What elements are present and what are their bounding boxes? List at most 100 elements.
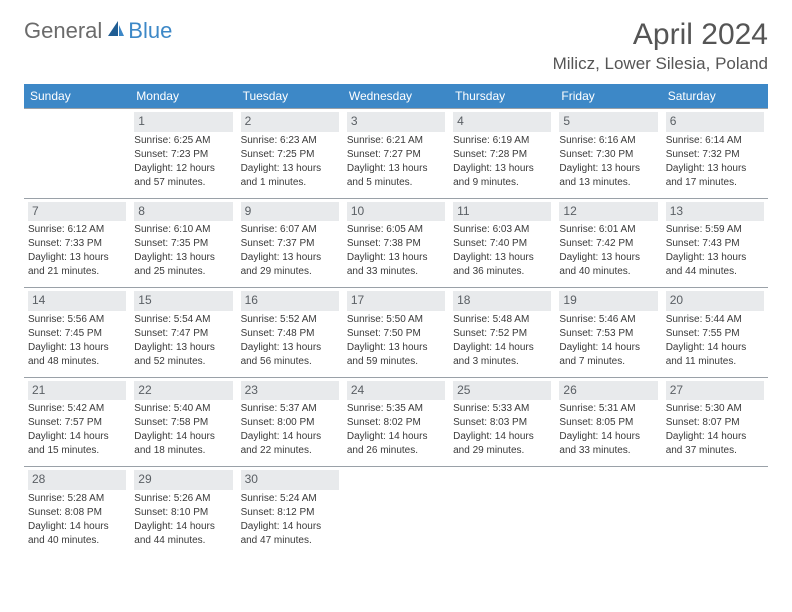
sunset-text: Sunset: 7:58 PM bbox=[134, 416, 232, 429]
sunset-text: Sunset: 7:32 PM bbox=[666, 148, 764, 161]
daylight-text: Daylight: 14 hours bbox=[241, 520, 339, 533]
calendar-cell: 26Sunrise: 5:31 AMSunset: 8:05 PMDayligh… bbox=[555, 377, 661, 467]
calendar-cell: 18Sunrise: 5:48 AMSunset: 7:52 PMDayligh… bbox=[449, 287, 555, 377]
calendar-cell: 30Sunrise: 5:24 AMSunset: 8:12 PMDayligh… bbox=[237, 466, 343, 556]
sunset-text: Sunset: 7:25 PM bbox=[241, 148, 339, 161]
sunset-text: Sunset: 8:07 PM bbox=[666, 416, 764, 429]
calendar-body: 1Sunrise: 6:25 AMSunset: 7:23 PMDaylight… bbox=[24, 108, 768, 556]
sunset-text: Sunset: 8:08 PM bbox=[28, 506, 126, 519]
day-number: 28 bbox=[28, 470, 126, 490]
daylight-text: Daylight: 13 hours bbox=[134, 251, 232, 264]
calendar-cell: 25Sunrise: 5:33 AMSunset: 8:03 PMDayligh… bbox=[449, 377, 555, 467]
day-number: 1 bbox=[134, 112, 232, 132]
calendar-cell: 2Sunrise: 6:23 AMSunset: 7:25 PMDaylight… bbox=[237, 108, 343, 198]
sunset-text: Sunset: 7:45 PM bbox=[28, 327, 126, 340]
daylight-text: Daylight: 14 hours bbox=[559, 430, 657, 443]
calendar-week-row: 7Sunrise: 6:12 AMSunset: 7:33 PMDaylight… bbox=[24, 198, 768, 288]
daylight-text: and 57 minutes. bbox=[134, 176, 232, 189]
sunrise-text: Sunrise: 5:28 AM bbox=[28, 492, 126, 505]
day-number: 30 bbox=[241, 470, 339, 490]
daylight-text: Daylight: 14 hours bbox=[134, 430, 232, 443]
sunset-text: Sunset: 7:48 PM bbox=[241, 327, 339, 340]
calendar-cell: 3Sunrise: 6:21 AMSunset: 7:27 PMDaylight… bbox=[343, 108, 449, 198]
sunset-text: Sunset: 8:02 PM bbox=[347, 416, 445, 429]
daylight-text: Daylight: 14 hours bbox=[453, 341, 551, 354]
daylight-text: Daylight: 14 hours bbox=[28, 520, 126, 533]
daylight-text: and 29 minutes. bbox=[241, 265, 339, 278]
sunrise-text: Sunrise: 5:59 AM bbox=[666, 223, 764, 236]
daylight-text: Daylight: 13 hours bbox=[241, 162, 339, 175]
calendar-week-row: 1Sunrise: 6:25 AMSunset: 7:23 PMDaylight… bbox=[24, 108, 768, 198]
day-header: Tuesday bbox=[237, 84, 343, 108]
calendar-cell: 16 Sunrise: 5:52 AMSunset: 7:48 PMDayligh… bbox=[237, 287, 343, 377]
day-number: 5 bbox=[559, 112, 657, 132]
daylight-text: and 26 minutes. bbox=[347, 444, 445, 457]
day-header: Saturday bbox=[662, 84, 768, 108]
day-number: 10 bbox=[347, 202, 445, 222]
calendar-week-row: 14Sunrise: 5:56 AMSunset: 7:45 PMDayligh… bbox=[24, 287, 768, 377]
daylight-text: and 33 minutes. bbox=[559, 444, 657, 457]
daylight-text: Daylight: 13 hours bbox=[347, 341, 445, 354]
daylight-text: and 9 minutes. bbox=[453, 176, 551, 189]
day-number: 29 bbox=[134, 470, 232, 490]
day-number: 3 bbox=[347, 112, 445, 132]
daylight-text: and 47 minutes. bbox=[241, 534, 339, 547]
day-number: 15 bbox=[134, 291, 232, 311]
day-number: 16 bbox=[241, 291, 339, 311]
sunrise-text: Sunrise: 5:40 AM bbox=[134, 402, 232, 415]
day-number: 26 bbox=[559, 381, 657, 401]
sunrise-text: Sunrise: 5:30 AM bbox=[666, 402, 764, 415]
day-number: 24 bbox=[347, 381, 445, 401]
sunset-text: Sunset: 7:30 PM bbox=[559, 148, 657, 161]
sunset-text: Sunset: 7:53 PM bbox=[559, 327, 657, 340]
day-number: 25 bbox=[453, 381, 551, 401]
sunrise-text: Sunrise: 6:23 AM bbox=[241, 134, 339, 147]
daylight-text: Daylight: 13 hours bbox=[453, 162, 551, 175]
logo: General Blue bbox=[24, 18, 172, 44]
sunset-text: Sunset: 7:43 PM bbox=[666, 237, 764, 250]
sunset-text: Sunset: 7:27 PM bbox=[347, 148, 445, 161]
day-number: 27 bbox=[666, 381, 764, 401]
sunrise-text: Sunrise: 6:12 AM bbox=[28, 223, 126, 236]
day-number: 11 bbox=[453, 202, 551, 222]
daylight-text: Daylight: 13 hours bbox=[347, 251, 445, 264]
sunset-text: Sunset: 7:47 PM bbox=[134, 327, 232, 340]
calendar-cell: 8Sunrise: 6:10 AMSunset: 7:35 PMDaylight… bbox=[130, 198, 236, 288]
sunrise-text: Sunrise: 6:10 AM bbox=[134, 223, 232, 236]
calendar-cell: 21Sunrise: 5:42 AMSunset: 7:57 PMDayligh… bbox=[24, 377, 130, 467]
sunset-text: Sunset: 7:42 PM bbox=[559, 237, 657, 250]
day-number: 12 bbox=[559, 202, 657, 222]
calendar-cell bbox=[24, 108, 130, 198]
daylight-text: and 40 minutes. bbox=[28, 534, 126, 547]
calendar-cell bbox=[343, 466, 449, 556]
sunset-text: Sunset: 7:55 PM bbox=[666, 327, 764, 340]
sunset-text: Sunset: 7:57 PM bbox=[28, 416, 126, 429]
day-number: 19 bbox=[559, 291, 657, 311]
daylight-text: and 13 minutes. bbox=[559, 176, 657, 189]
daylight-text: Daylight: 13 hours bbox=[241, 341, 339, 354]
sunrise-text: Sunrise: 5:37 AM bbox=[241, 402, 339, 415]
daylight-text: and 21 minutes. bbox=[28, 265, 126, 278]
day-header: Wednesday bbox=[343, 84, 449, 108]
daylight-text: and 18 minutes. bbox=[134, 444, 232, 457]
daylight-text: Daylight: 14 hours bbox=[28, 430, 126, 443]
calendar-week-row: 28Sunrise: 5:28 AMSunset: 8:08 PMDayligh… bbox=[24, 466, 768, 556]
daylight-text: and 29 minutes. bbox=[453, 444, 551, 457]
calendar-cell bbox=[449, 466, 555, 556]
daylight-text: and 56 minutes. bbox=[241, 355, 339, 368]
header: General Blue April 2024 Milicz, Lower Si… bbox=[24, 18, 768, 74]
location: Milicz, Lower Silesia, Poland bbox=[553, 54, 768, 74]
logo-text-general: General bbox=[24, 18, 102, 44]
daylight-text: Daylight: 14 hours bbox=[453, 430, 551, 443]
calendar-cell: 14Sunrise: 5:56 AMSunset: 7:45 PMDayligh… bbox=[24, 287, 130, 377]
daylight-text: and 22 minutes. bbox=[241, 444, 339, 457]
calendar-cell: 12Sunrise: 6:01 AMSunset: 7:42 PMDayligh… bbox=[555, 198, 661, 288]
sunrise-text: Sunrise: 5:48 AM bbox=[453, 313, 551, 326]
day-header: Thursday bbox=[449, 84, 555, 108]
daylight-text: Daylight: 13 hours bbox=[134, 341, 232, 354]
day-number: 17 bbox=[347, 291, 445, 311]
calendar-cell: 6Sunrise: 6:14 AMSunset: 7:32 PMDaylight… bbox=[662, 108, 768, 198]
daylight-text: Daylight: 13 hours bbox=[28, 251, 126, 264]
sunrise-text: Sunrise: 5:52 AM bbox=[241, 313, 339, 326]
calendar-cell: 22Sunrise: 5:40 AMSunset: 7:58 PMDayligh… bbox=[130, 377, 236, 467]
